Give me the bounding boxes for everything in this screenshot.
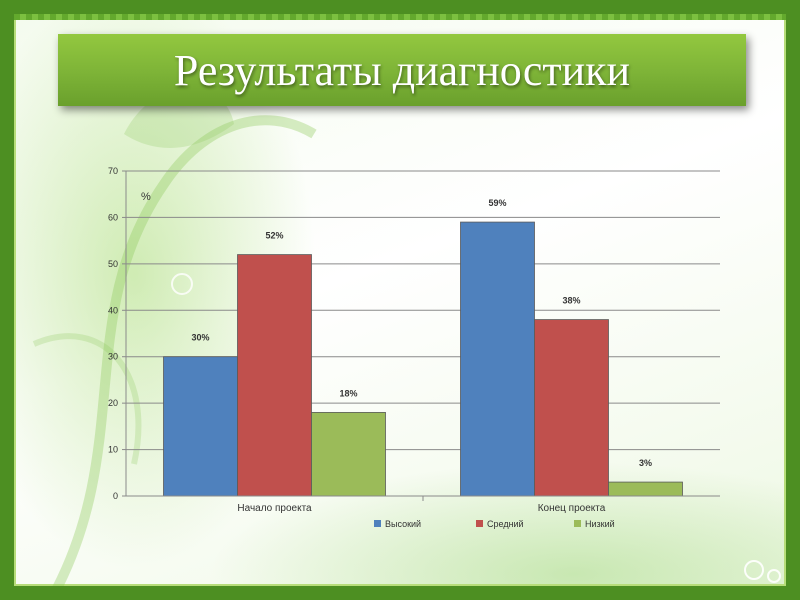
y-tick-label: 40: [108, 305, 118, 315]
bar-chart: 0 10 20 30 40 50 60 70 % 30% 52% 18% 59% 38% 3% Нача…: [108, 166, 720, 529]
x-axis: Начало проекта Конец проекта: [126, 495, 720, 514]
x-tick-label: Начало проекта: [237, 503, 312, 514]
y-axis-label: %: [141, 191, 151, 203]
bar: [237, 254, 312, 497]
bar: [163, 356, 238, 497]
legend-label: Низкий: [585, 519, 615, 529]
y-tick-label: 70: [108, 166, 118, 176]
y-tick-label: 60: [108, 212, 118, 222]
bar: [608, 481, 683, 497]
legend-label: Средний: [487, 519, 524, 529]
data-label: 38%: [562, 296, 580, 306]
decorative-swirl: [52, 115, 317, 586]
bar: [534, 319, 609, 497]
decorative-swirl: [32, 333, 142, 465]
legend-swatch: [374, 520, 381, 527]
slide-title: Результаты диагностики: [173, 45, 631, 95]
legend-swatch: [574, 520, 581, 527]
x-tick-label: Конец проекта: [538, 503, 606, 514]
y-tick-label: 50: [108, 259, 118, 269]
data-label: 18%: [339, 388, 357, 398]
bar: [311, 412, 386, 497]
y-tick-label: 20: [108, 398, 118, 408]
y-tick-label: 30: [108, 352, 118, 362]
data-label: 59%: [488, 198, 506, 208]
decorative-bubble: [171, 273, 193, 295]
data-label: 30%: [191, 333, 209, 343]
bar: [460, 221, 535, 497]
y-tick-label: 0: [113, 491, 118, 501]
y-tick-label: 10: [108, 445, 118, 455]
data-label: 52%: [265, 231, 283, 241]
bars: 30% 52% 18% 59% 38% 3%: [163, 198, 683, 497]
decorative-bubble: [767, 569, 781, 583]
title-bar: Результаты диагностики: [58, 34, 746, 106]
legend-label: Высокий: [385, 519, 421, 529]
data-label: 3%: [639, 458, 652, 468]
legend-swatch: [476, 520, 483, 527]
decorative-bubble: [744, 560, 764, 580]
y-axis: 0 10 20 30 40 50 60 70: [108, 166, 127, 501]
legend: Высокий Средний Низкий: [374, 519, 615, 529]
